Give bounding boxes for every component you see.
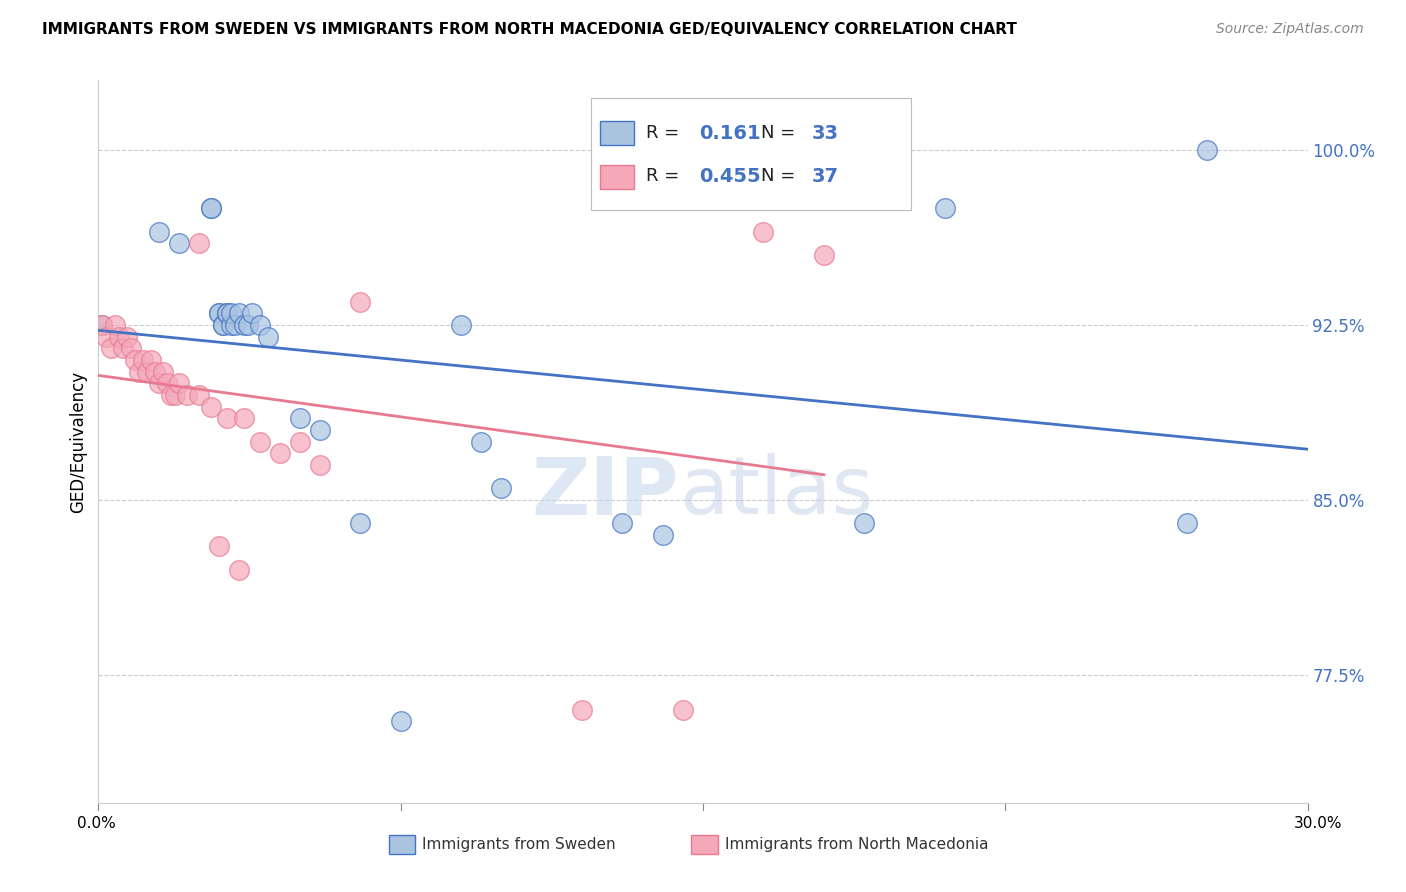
Text: ZIP: ZIP: [531, 453, 679, 531]
Point: [156, 376, 179, 391]
Point: [288, 434, 311, 449]
Text: IMMIGRANTS FROM SWEDEN VS IMMIGRANTS FROM NORTH MACEDONIA GED/EQUIVALENCY CORREL: IMMIGRANTS FROM SWEDEN VS IMMIGRANTS FRO…: [42, 22, 1017, 37]
Point: [167, 236, 190, 251]
Text: R =: R =: [647, 168, 685, 186]
Point: [148, 376, 170, 391]
Point: [813, 248, 835, 262]
Point: [143, 365, 166, 379]
Point: [309, 458, 332, 472]
Point: [269, 446, 291, 460]
Point: [853, 516, 876, 530]
Text: 0.161: 0.161: [699, 123, 761, 143]
Point: [217, 306, 239, 320]
Point: [124, 353, 146, 368]
FancyBboxPatch shape: [600, 121, 634, 145]
Point: [249, 318, 271, 332]
Point: [200, 202, 222, 216]
Point: [217, 411, 239, 425]
Point: [232, 318, 254, 332]
Text: Immigrants from North Macedonia: Immigrants from North Macedonia: [724, 838, 988, 852]
Point: [236, 318, 259, 332]
Point: [249, 434, 271, 449]
Point: [176, 388, 198, 402]
Point: [200, 202, 222, 216]
Point: [128, 365, 150, 379]
Point: [96, 329, 118, 343]
Point: [208, 306, 231, 320]
Point: [120, 341, 142, 355]
Text: 37: 37: [811, 167, 839, 186]
Point: [208, 306, 231, 320]
Text: 0.455: 0.455: [699, 167, 761, 186]
Point: [934, 202, 956, 216]
Text: N =: N =: [761, 124, 801, 142]
Point: [309, 423, 332, 437]
Point: [228, 563, 250, 577]
Point: [100, 341, 122, 355]
Point: [651, 528, 673, 542]
Point: [103, 318, 125, 332]
Text: R =: R =: [647, 124, 685, 142]
Point: [224, 318, 246, 332]
Point: [148, 225, 170, 239]
Text: N =: N =: [761, 168, 801, 186]
Point: [132, 353, 155, 368]
Point: [91, 318, 114, 332]
Point: [221, 306, 243, 320]
Point: [208, 540, 231, 554]
Point: [256, 329, 278, 343]
Point: [91, 318, 114, 332]
Point: [240, 306, 263, 320]
Point: [188, 388, 211, 402]
Point: [232, 411, 254, 425]
Point: [188, 236, 211, 251]
FancyBboxPatch shape: [591, 98, 911, 211]
Point: [612, 516, 634, 530]
Point: [221, 318, 243, 332]
Point: [107, 329, 129, 343]
Point: [212, 318, 235, 332]
Point: [389, 714, 412, 729]
Point: [349, 294, 371, 309]
Point: [450, 318, 472, 332]
Point: [115, 329, 138, 343]
FancyBboxPatch shape: [388, 835, 415, 855]
Point: [1175, 516, 1198, 530]
Point: [200, 400, 222, 414]
Text: Immigrants from Sweden: Immigrants from Sweden: [422, 838, 616, 852]
Point: [491, 481, 513, 495]
Point: [571, 702, 593, 716]
Text: 0.0%: 0.0%: [77, 816, 117, 831]
Point: [111, 341, 134, 355]
Text: 30.0%: 30.0%: [1295, 816, 1343, 831]
Point: [470, 434, 492, 449]
Text: 33: 33: [811, 123, 839, 143]
Point: [152, 365, 174, 379]
FancyBboxPatch shape: [690, 835, 717, 855]
Point: [135, 365, 157, 379]
Point: [160, 388, 183, 402]
Point: [217, 306, 239, 320]
Point: [212, 318, 235, 332]
Point: [139, 353, 162, 368]
Text: atlas: atlas: [679, 453, 873, 531]
Point: [288, 411, 311, 425]
FancyBboxPatch shape: [600, 165, 634, 189]
Point: [672, 702, 695, 716]
Point: [167, 376, 190, 391]
Y-axis label: GED/Equivalency: GED/Equivalency: [69, 370, 87, 513]
Point: [349, 516, 371, 530]
Point: [1195, 143, 1218, 157]
Point: [228, 306, 250, 320]
Point: [163, 388, 186, 402]
Point: [752, 225, 775, 239]
Text: Source: ZipAtlas.com: Source: ZipAtlas.com: [1216, 22, 1364, 37]
